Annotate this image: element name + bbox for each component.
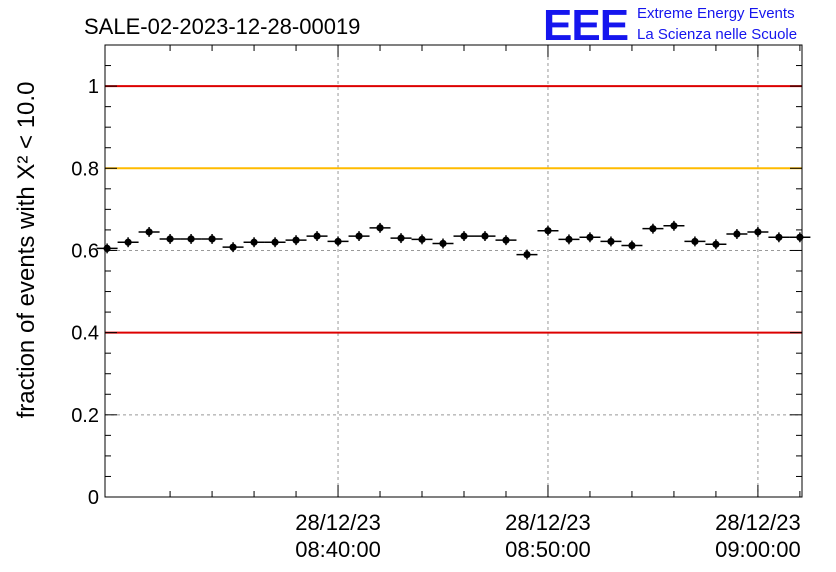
data-point bbox=[285, 235, 307, 246]
logo-text: EEE bbox=[543, 1, 628, 50]
data-marker bbox=[607, 237, 615, 246]
data-point bbox=[306, 231, 328, 242]
data-point bbox=[474, 231, 496, 242]
data-marker bbox=[145, 228, 153, 236]
data-marker bbox=[313, 232, 321, 240]
reference-lines bbox=[105, 85, 802, 334]
data-marker bbox=[439, 239, 447, 248]
x-tick-time-label: 09:00:00 bbox=[715, 537, 801, 562]
data-point bbox=[495, 235, 517, 246]
data-marker bbox=[502, 236, 510, 244]
data-point bbox=[726, 229, 748, 239]
data-marker bbox=[754, 228, 762, 236]
data-points bbox=[96, 220, 811, 260]
x-tick-date-label: 28/12/23 bbox=[505, 510, 591, 535]
data-point bbox=[600, 236, 622, 247]
plot-frame bbox=[104, 44, 803, 498]
data-point bbox=[789, 232, 811, 243]
data-point bbox=[768, 232, 790, 243]
data-marker bbox=[397, 234, 405, 242]
eee-logo: EEE Extreme Energy Events La Scienza nel… bbox=[543, 1, 797, 50]
data-point bbox=[558, 234, 580, 245]
data-marker bbox=[334, 237, 342, 246]
data-marker bbox=[649, 225, 657, 233]
data-marker bbox=[166, 235, 174, 243]
data-point bbox=[432, 238, 454, 249]
x-tick-time-label: 08:40:00 bbox=[295, 537, 381, 562]
data-marker bbox=[460, 232, 468, 240]
y-axis: 0 0.2 0.4 0.6 0.8 1 bbox=[71, 65, 802, 509]
data-marker bbox=[229, 243, 237, 251]
y-tick-label: 0.4 bbox=[71, 323, 99, 345]
y-tick-label: 0.6 bbox=[71, 240, 99, 262]
data-point bbox=[684, 236, 706, 247]
run-title: SALE-02-2023-12-28-00019 bbox=[84, 14, 360, 39]
grid bbox=[105, 45, 802, 497]
data-marker bbox=[187, 235, 195, 243]
y-tick-label: 1 bbox=[88, 76, 99, 98]
x-tick-date-label: 28/12/23 bbox=[295, 510, 381, 535]
data-marker bbox=[712, 240, 720, 248]
x-tick-date-label: 28/12/23 bbox=[715, 510, 801, 535]
data-point bbox=[264, 237, 286, 248]
data-marker bbox=[691, 237, 699, 246]
data-marker bbox=[271, 238, 279, 246]
data-point bbox=[369, 222, 391, 233]
data-marker bbox=[124, 238, 132, 246]
data-marker bbox=[208, 235, 216, 243]
data-point bbox=[222, 242, 244, 253]
data-marker bbox=[565, 235, 573, 243]
data-point bbox=[180, 234, 202, 244]
x-tick-time-label: 08:50:00 bbox=[505, 537, 591, 562]
data-point bbox=[390, 233, 412, 244]
data-marker bbox=[250, 238, 258, 246]
data-point bbox=[348, 231, 370, 242]
data-marker bbox=[586, 233, 594, 241]
logo-line-2: La Scienza nelle Scuole bbox=[637, 26, 797, 43]
data-marker bbox=[775, 233, 783, 241]
y-tick-label: 0 bbox=[88, 487, 99, 509]
y-axis-label: fraction of events with X² < 10.0 bbox=[13, 82, 40, 419]
data-point bbox=[642, 223, 664, 234]
data-point bbox=[159, 234, 181, 244]
data-point bbox=[243, 237, 265, 248]
data-point bbox=[117, 237, 139, 248]
data-marker bbox=[481, 232, 489, 240]
data-point bbox=[705, 239, 727, 250]
data-point bbox=[579, 232, 601, 243]
data-marker bbox=[376, 224, 384, 232]
data-point bbox=[621, 240, 643, 251]
data-marker bbox=[292, 236, 300, 244]
data-point bbox=[327, 236, 349, 247]
data-point bbox=[201, 234, 223, 244]
data-point bbox=[138, 227, 160, 237]
data-point bbox=[453, 231, 475, 242]
y-tick-label: 0.2 bbox=[71, 405, 99, 427]
data-point bbox=[411, 234, 433, 245]
data-marker bbox=[544, 227, 552, 235]
data-point bbox=[96, 243, 118, 254]
data-point bbox=[537, 225, 559, 236]
x-axis: 28/12/2308:40:0028/12/2308:50:0028/12/23… bbox=[169, 45, 801, 562]
data-marker bbox=[628, 241, 636, 250]
data-marker bbox=[418, 235, 426, 243]
logo-line-1: Extreme Energy Events bbox=[637, 5, 795, 22]
data-point bbox=[663, 220, 685, 231]
y-tick-label: 0.8 bbox=[71, 158, 99, 180]
data-marker bbox=[670, 222, 678, 230]
data-marker bbox=[355, 232, 363, 240]
data-marker bbox=[523, 250, 531, 259]
data-marker bbox=[733, 230, 741, 238]
data-point bbox=[747, 227, 769, 237]
data-point bbox=[516, 249, 538, 260]
